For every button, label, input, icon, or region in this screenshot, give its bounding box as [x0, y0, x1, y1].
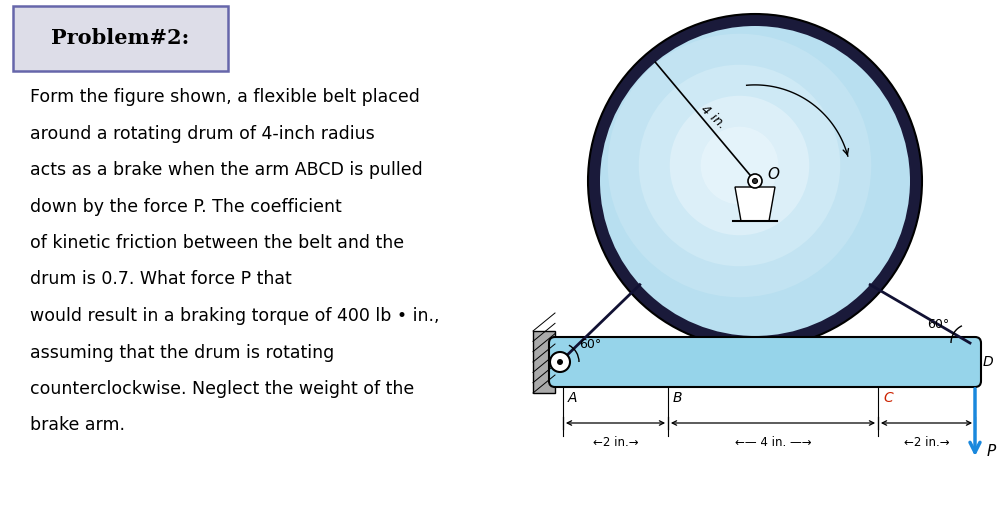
Text: A: A	[568, 391, 577, 405]
Text: counterclockwise. Neglect the weight of the: counterclockwise. Neglect the weight of …	[30, 380, 414, 398]
Text: O: O	[767, 167, 779, 182]
Text: acts as a brake when the arm ABCD is pulled: acts as a brake when the arm ABCD is pul…	[30, 161, 423, 179]
FancyBboxPatch shape	[13, 6, 228, 71]
Text: assuming that the drum is rotating: assuming that the drum is rotating	[30, 344, 334, 362]
Circle shape	[701, 127, 779, 204]
Circle shape	[670, 96, 809, 235]
FancyBboxPatch shape	[549, 337, 981, 387]
Text: P: P	[987, 443, 996, 459]
Circle shape	[588, 14, 923, 348]
Text: brake arm.: brake arm.	[30, 416, 125, 434]
Text: B: B	[673, 391, 682, 405]
Text: 4 in.: 4 in.	[698, 102, 728, 131]
Text: ←— 4 in. —→: ←— 4 in. —→	[734, 436, 811, 449]
Text: Form the figure shown, a flexible belt placed: Form the figure shown, a flexible belt p…	[30, 88, 420, 106]
Circle shape	[600, 26, 910, 336]
Text: drum is 0.7. What force P that: drum is 0.7. What force P that	[30, 270, 292, 288]
Text: ←2 in.→: ←2 in.→	[593, 436, 639, 449]
Text: ←2 in.→: ←2 in.→	[903, 436, 950, 449]
Text: 60°: 60°	[927, 318, 949, 331]
Text: C: C	[883, 391, 892, 405]
Text: Problem#2:: Problem#2:	[51, 28, 189, 48]
Text: down by the force P. The coefficient: down by the force P. The coefficient	[30, 198, 342, 216]
Circle shape	[752, 179, 758, 184]
Text: of kinetic friction between the belt and the: of kinetic friction between the belt and…	[30, 234, 404, 252]
Text: D: D	[983, 355, 994, 369]
Circle shape	[550, 352, 570, 372]
Circle shape	[557, 359, 563, 365]
Circle shape	[639, 64, 840, 266]
Polygon shape	[735, 187, 775, 221]
Circle shape	[748, 174, 762, 188]
Circle shape	[608, 34, 871, 297]
Text: 60°: 60°	[578, 337, 602, 350]
Bar	[533, 331, 555, 393]
Text: would result in a braking torque of 400 lb • in.,: would result in a braking torque of 400 …	[30, 307, 440, 325]
Text: around a rotating drum of 4-inch radius: around a rotating drum of 4-inch radius	[30, 124, 375, 142]
